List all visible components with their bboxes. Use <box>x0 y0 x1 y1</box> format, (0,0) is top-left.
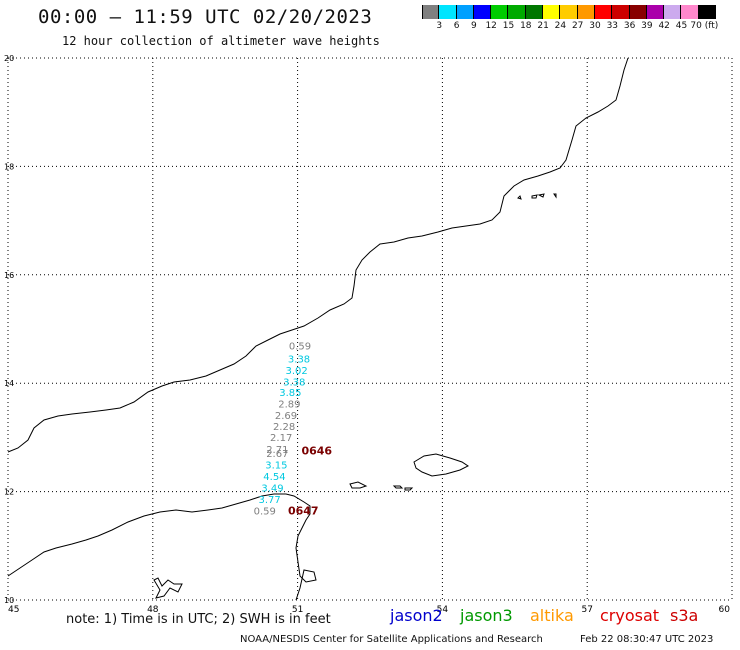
satellite-s3a: s3a <box>670 606 699 625</box>
legend-label: 30 <box>589 21 601 31</box>
map-subtitle: 12 hour collection of altimeter wave hei… <box>62 34 380 48</box>
lon-tick-label: 48 <box>147 605 159 615</box>
pass-time-label: 0646 <box>301 445 332 458</box>
legend-swatch <box>560 5 578 19</box>
legend-label: 42 <box>658 21 670 31</box>
legend-label: 27 <box>571 21 584 31</box>
legend-swatch <box>525 5 544 19</box>
legend-swatch <box>456 5 474 19</box>
altimeter-observations: 0.593.383.023.383.852.892.692.282.172.71… <box>254 342 312 518</box>
footer-timestamp: Feb 22 08:30:47 UTC 2023 <box>580 634 714 645</box>
pass-time-label: 0647 <box>288 504 319 517</box>
legend-label: 39 <box>641 21 653 31</box>
legend-label: 45 <box>675 21 688 31</box>
wave-height-value: 0.59 <box>289 342 311 353</box>
color-legend-labels: 3 6 9 12 15 18 21 24 27 30 33 36 39 42 45 70 (ft) <box>422 21 740 33</box>
color-legend <box>422 5 717 19</box>
coastline <box>7 57 629 601</box>
lon-tick-label: 60 <box>719 605 731 615</box>
legend-swatch <box>577 5 595 19</box>
arabian-coastline <box>7 57 629 453</box>
footer-agency: NOAA/NESDIS Center for Satellite Applica… <box>240 634 543 645</box>
note-text: note: 1) Time is in UTC; 2) SWH is in fe… <box>66 612 331 627</box>
wave-height-value: 4.54 <box>263 472 285 483</box>
legend-swatch <box>594 5 613 19</box>
lat-lon-grid <box>7 57 733 601</box>
axis-labels: 45 48 51 54 57 60 20 18 16 14 12 10 <box>4 54 730 615</box>
legend-swatch <box>664 5 682 19</box>
legend-swatch <box>629 5 647 19</box>
socotra-island <box>413 453 469 477</box>
legend-swatch <box>491 5 509 19</box>
somalia-coastline <box>7 493 317 601</box>
legend-label: 6 <box>453 21 460 31</box>
lon-tick-label: 45 <box>8 605 19 615</box>
wave-height-value: 0.59 <box>254 506 276 517</box>
lon-tick-label: 51 <box>292 605 303 615</box>
legend-swatch <box>612 5 630 19</box>
lat-tick-label: 18 <box>4 162 14 171</box>
wave-height-value: 2.67 <box>266 449 288 460</box>
legend-swatch <box>698 5 717 19</box>
wave-height-value: 2.17 <box>270 433 292 444</box>
legend-label: 24 <box>554 21 567 31</box>
legend-label: 3 <box>436 21 443 31</box>
darsah-island <box>404 487 414 491</box>
legend-swatch <box>646 5 665 19</box>
legend-label: 9 <box>471 21 477 31</box>
legend-label: 33 <box>606 21 619 31</box>
legend-swatch <box>508 5 526 19</box>
legend-swatch <box>422 5 440 19</box>
lat-tick-label: 20 <box>4 54 14 63</box>
satellite-jason3: jason3 <box>460 606 513 625</box>
satellite-altika: altika <box>530 606 574 625</box>
lon-tick-label: 57 <box>581 605 592 615</box>
lat-tick-label: 16 <box>4 271 14 280</box>
legend-label: 18 <box>520 21 532 31</box>
wave-height-value: 3.15 <box>265 460 287 471</box>
lat-tick-label: 10 <box>4 596 14 605</box>
legend-swatch <box>681 5 699 19</box>
abd-al-kuri-island <box>349 481 368 489</box>
satellite-cryosat: cryosat <box>600 606 660 625</box>
legend-label: 21 <box>537 21 549 31</box>
legend-label: 15 <box>502 21 515 31</box>
wave-height-value: 3.49 <box>261 484 283 495</box>
wave-height-value: 2.69 <box>275 411 297 422</box>
legend-swatch <box>543 5 561 19</box>
legend-label: 70 (ft) <box>690 21 719 31</box>
wave-height-value: 3.02 <box>286 366 308 377</box>
satellite-jason2: jason2 <box>390 606 443 625</box>
legend-label: 36 <box>623 21 636 31</box>
lat-tick-label: 14 <box>4 379 14 388</box>
kuria-muria-islands <box>517 193 557 200</box>
wave-height-value: 3.77 <box>258 495 280 506</box>
wave-height-value: 2.89 <box>278 400 300 411</box>
wave-height-value: 3.38 <box>288 355 310 366</box>
wave-height-value: 3.85 <box>279 388 301 399</box>
lat-tick-label: 12 <box>4 488 14 497</box>
legend-swatch <box>439 5 457 19</box>
somali-coastal-reef <box>153 577 183 599</box>
legend-swatch <box>473 5 492 19</box>
legend-label: 12 <box>485 21 497 31</box>
wave-height-value: 2.28 <box>273 422 295 433</box>
map-title: 00:00 – 11:59 UTC 02/20/2023 <box>38 6 373 28</box>
lon-tick-label: 54 <box>437 605 449 615</box>
pass-time-labels: 0646 0647 <box>288 445 332 518</box>
samhah-island <box>392 485 404 489</box>
wave-height-value: 2.71 <box>266 445 288 456</box>
wave-height-value: 3.38 <box>283 377 305 388</box>
